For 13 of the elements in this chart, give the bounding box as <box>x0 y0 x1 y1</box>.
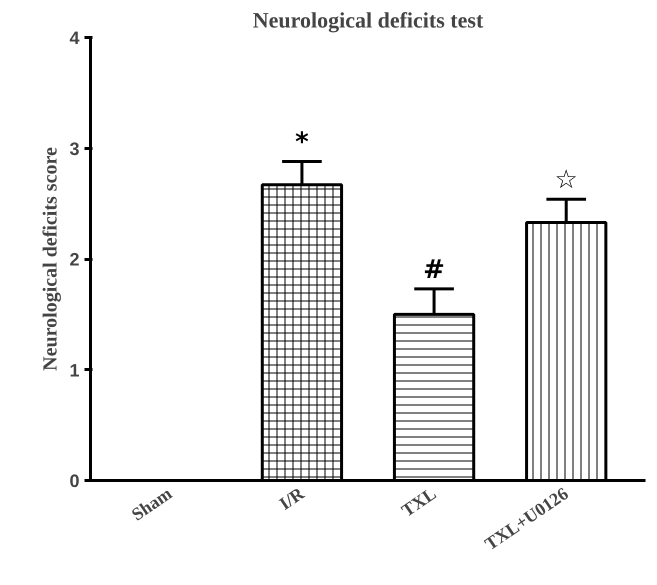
y-tick-label: 2 <box>69 250 80 270</box>
y-axis-title: Neurological deficits score <box>39 147 62 371</box>
annotation: # <box>423 254 445 285</box>
x-tick-label: TXL <box>398 483 440 521</box>
annotation: ☆ <box>554 165 578 196</box>
chart-title: Neurological deficits test <box>252 8 484 32</box>
x-tick-label: Sham <box>128 483 176 525</box>
y-tick-label: 0 <box>69 471 80 491</box>
y-tick-label: 1 <box>69 360 80 380</box>
y-tick-label: 4 <box>69 28 80 48</box>
x-tick-label: I/R <box>276 482 308 514</box>
annotation: * <box>295 128 310 158</box>
y-tick-label: 3 <box>69 138 80 159</box>
